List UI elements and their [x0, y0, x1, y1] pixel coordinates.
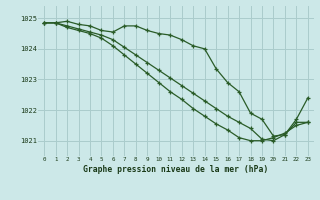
- X-axis label: Graphe pression niveau de la mer (hPa): Graphe pression niveau de la mer (hPa): [84, 165, 268, 174]
